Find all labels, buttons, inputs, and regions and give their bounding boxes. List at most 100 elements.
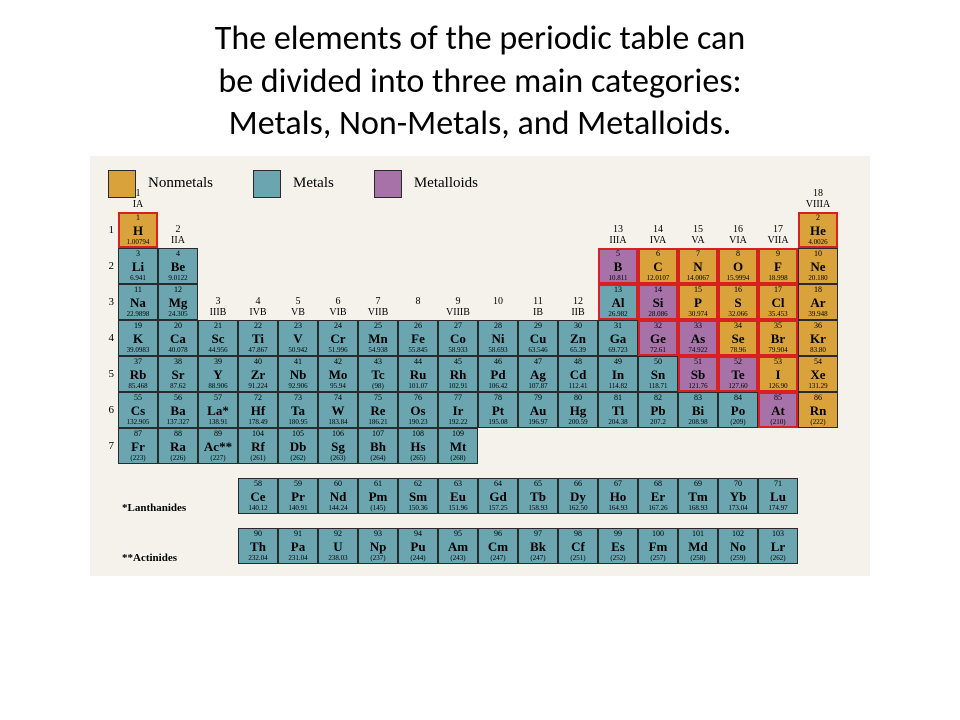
element-Gd: 64Gd157.25 — [478, 478, 518, 514]
element-Cf: 98Cf(251) — [558, 528, 598, 564]
element-F: 9F18.998 — [758, 248, 798, 284]
element-Er: 68Er167.26 — [638, 478, 678, 514]
periodic-table-figure: NonmetalsMetalsMetalloids 12345671H1.007… — [90, 156, 870, 576]
legend-item-metalloid: Metalloids — [374, 170, 478, 198]
element-Ni: 28Ni58.693 — [478, 320, 518, 356]
element-Os: 76Os190.23 — [398, 392, 438, 428]
element-H: 1H1.00794 — [118, 212, 158, 248]
element-Cd: 48Cd112.41 — [558, 356, 598, 392]
f-block: *Lanthanides 58Ce140.1259Pr140.9160Nd144… — [100, 478, 860, 564]
element-Sr: 38Sr87.62 — [158, 356, 198, 392]
group-header-9: 9VIIIB — [438, 296, 478, 318]
element-Db: 105Db(262) — [278, 428, 318, 464]
element-Sg: 106Sg(263) — [318, 428, 358, 464]
title-line-3: Metals, Non-Metals, and Metalloids. — [229, 103, 732, 144]
element-W: 74W183.84 — [318, 392, 358, 428]
element-Mt: 109Mt(268) — [438, 428, 478, 464]
element-Ac*: 89Ac**(227) — [198, 428, 238, 464]
element-Pr: 59Pr140.91 — [278, 478, 318, 514]
element-Bi: 83Bi208.98 — [678, 392, 718, 428]
title-line-1: The elements of the periodic table can — [215, 18, 745, 59]
element-Np: 93Np(237) — [358, 528, 398, 564]
element-Be: 4Be9.0122 — [158, 248, 198, 284]
element-Ar: 18Ar39.948 — [798, 284, 838, 320]
element-Bk: 97Bk(247) — [518, 528, 558, 564]
element-Th: 90Th232.04 — [238, 528, 278, 564]
element-Zn: 30Zn65.39 — [558, 320, 598, 356]
element-S: 16S32.066 — [718, 284, 758, 320]
element-P: 15P30.974 — [678, 284, 718, 320]
element-Hs: 108Hs(265) — [398, 428, 438, 464]
element-Au: 79Au196.97 — [518, 392, 558, 428]
element-Pa: 91Pa231.04 — [278, 528, 318, 564]
element-Al: 13Al26.982 — [598, 284, 638, 320]
element-Cu: 29Cu63.546 — [518, 320, 558, 356]
legend-label: Metalloids — [414, 175, 478, 192]
element-Sc: 21Sc44.956 — [198, 320, 238, 356]
period-number-1: 1 — [100, 212, 118, 248]
element-Y: 39Y88.906 — [198, 356, 238, 392]
element-Ag: 47Ag107.87 — [518, 356, 558, 392]
element-I: 53I126.90 — [758, 356, 798, 392]
element-Yb: 70Yb173.04 — [718, 478, 758, 514]
element-Sb: 51Sb121.76 — [678, 356, 718, 392]
element-Mn: 25Mn54.938 — [358, 320, 398, 356]
group-header-11: 11IB — [518, 296, 558, 318]
element-Pb: 82Pb207.2 — [638, 392, 678, 428]
lanthanides-row: 58Ce140.1259Pr140.9160Nd144.2461Pm(145)6… — [238, 478, 860, 514]
element-Re: 75Re186.21 — [358, 392, 398, 428]
pt-grid: 12345671H1.007942He4.00263Li6.9414Be9.01… — [100, 212, 860, 464]
element-Eu: 63Eu151.96 — [438, 478, 478, 514]
element-Te: 52Te127.60 — [718, 356, 758, 392]
element-La: 57La*138.91 — [198, 392, 238, 428]
period-number-4: 4 — [100, 320, 118, 356]
legend-swatch-metalloid — [374, 170, 402, 198]
period-number-7: 7 — [100, 428, 118, 464]
element-O: 8O15.9994 — [718, 248, 758, 284]
element-Ca: 20Ca40.078 — [158, 320, 198, 356]
element-B: 5B10.811 — [598, 248, 638, 284]
element-Rn: 86Rn(222) — [798, 392, 838, 428]
group-header-2: 2IIA — [158, 224, 198, 246]
element-Xe: 54Xe131.29 — [798, 356, 838, 392]
actinides-row: 90Th232.0491Pa231.0492U238.0393Np(237)94… — [238, 528, 860, 564]
period-number-5: 5 — [100, 356, 118, 392]
element-Ge: 32Ge72.61 — [638, 320, 678, 356]
element-Pt: 78Pt195.08 — [478, 392, 518, 428]
element-Br: 35Br79.904 — [758, 320, 798, 356]
element-Pu: 94Pu(244) — [398, 528, 438, 564]
element-Co: 27Co58.933 — [438, 320, 478, 356]
element-Tc: 43Tc(98) — [358, 356, 398, 392]
element-Nb: 41Nb92.906 — [278, 356, 318, 392]
group-header-5: 5VB — [278, 296, 318, 318]
element-Tb: 65Tb158.93 — [518, 478, 558, 514]
period-number-3: 3 — [100, 284, 118, 320]
group-header-4: 4IVB — [238, 296, 278, 318]
element-Zr: 40Zr91.224 — [238, 356, 278, 392]
group-header-6: 6VIB — [318, 296, 358, 318]
element-Rb: 37Rb85.468 — [118, 356, 158, 392]
group-header-10: 10 — [478, 296, 518, 307]
element-Na: 11Na22.9898 — [118, 284, 158, 320]
element-Ne: 10Ne20.180 — [798, 248, 838, 284]
group-header-7: 7VIIB — [358, 296, 398, 318]
group-header-15: 15VA — [678, 224, 718, 246]
element-Es: 99Es(252) — [598, 528, 638, 564]
element-Cl: 17Cl35.453 — [758, 284, 798, 320]
group-header-8: 8 — [398, 296, 438, 307]
element-Fm: 100Fm(257) — [638, 528, 678, 564]
element-Hf: 72Hf178.49 — [238, 392, 278, 428]
element-V: 23V50.942 — [278, 320, 318, 356]
group-header-14: 14IVA — [638, 224, 678, 246]
element-In: 49In114.82 — [598, 356, 638, 392]
slide-title: The elements of the periodic table can b… — [0, 0, 960, 156]
element-Ta: 73Ta180.95 — [278, 392, 318, 428]
element-Pm: 61Pm(145) — [358, 478, 398, 514]
element-Bh: 107Bh(264) — [358, 428, 398, 464]
element-Ga: 31Ga69.723 — [598, 320, 638, 356]
element-Md: 101Md(258) — [678, 528, 718, 564]
element-As: 33As74.922 — [678, 320, 718, 356]
element-Ra: 88Ra(226) — [158, 428, 198, 464]
element-K: 19K39.0983 — [118, 320, 158, 356]
legend-item-metal: Metals — [253, 170, 334, 198]
